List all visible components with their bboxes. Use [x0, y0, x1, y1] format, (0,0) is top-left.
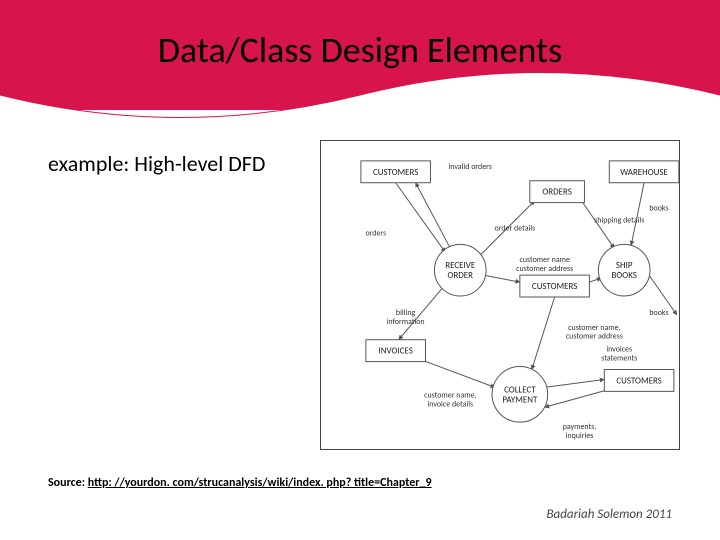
source-link[interactable]: http: //yourdon. com/strucanalysis/wiki/… [88, 476, 432, 490]
flow-arrow [396, 183, 446, 253]
external-label: WAREHOUSE [620, 167, 668, 178]
footer-credit: Badariah Solemon 2011 [546, 507, 672, 522]
external-label: ORDERS [542, 187, 571, 198]
process-label: PAYMENT [502, 394, 538, 405]
flow-arrow [416, 183, 451, 249]
flow-label: information [387, 317, 425, 327]
flow-arrow [631, 183, 644, 246]
flow-label: customer address [566, 332, 623, 342]
flow-label: orders [365, 228, 386, 238]
flow-label: order details [495, 223, 536, 233]
header-curve [0, 0, 720, 150]
source-label: Source: [48, 476, 85, 490]
external-label: INVOICES [379, 346, 413, 357]
flow-label: invoice details [427, 399, 473, 409]
process-label: ORDER [448, 270, 474, 281]
flow-label: invalid orders [448, 162, 491, 172]
source-line: Source: http: //yourdon. com/strucanalys… [48, 476, 432, 490]
flow-arrow [545, 389, 610, 407]
external-label: CUSTOMERS [616, 375, 661, 386]
subtitle: example: High-level DFD [48, 150, 265, 177]
flow-label: inquiries [566, 431, 594, 441]
external-label: CUSTOMERS [373, 167, 418, 178]
flow-label: books [649, 308, 668, 318]
dfd-svg: ordersinvalid ordersorder detailsshippin… [321, 141, 679, 449]
page-title: Data/Class Design Elements [0, 28, 720, 72]
external-label: CUSTOMERS [532, 281, 577, 292]
flow-label: books [649, 204, 668, 214]
flow-arrow [483, 275, 520, 282]
flow-label: statements [601, 354, 637, 364]
process-label: BOOKS [612, 270, 637, 281]
flow-arrow [532, 297, 555, 370]
flow-arrow [545, 379, 605, 387]
flow-arrow [421, 360, 496, 388]
flow-label: customer address [516, 264, 573, 274]
dfd-diagram: ordersinvalid ordersorder detailsshippin… [320, 140, 680, 450]
